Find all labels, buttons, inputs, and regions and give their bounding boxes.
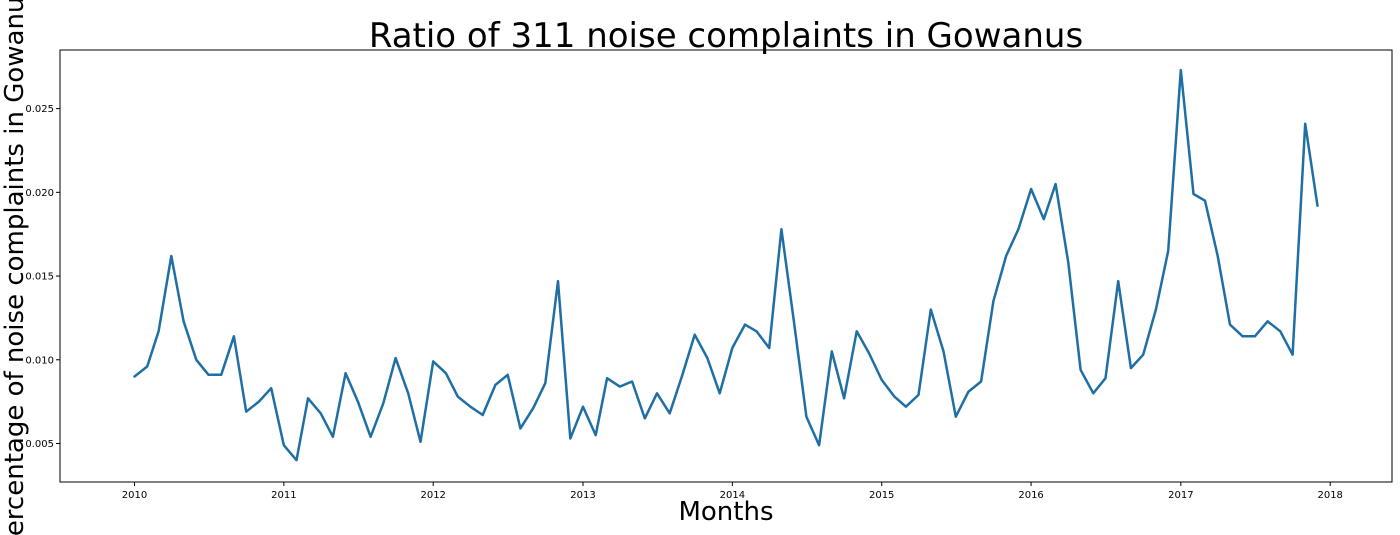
y-tick-label: 0.025 xyxy=(25,104,54,115)
x-tick-label: 2012 xyxy=(420,490,445,501)
x-axis-title: Months xyxy=(678,497,773,527)
y-tick-label: 0.010 xyxy=(25,355,54,366)
x-tick-label: 2013 xyxy=(570,490,595,501)
x-tick-label: 2010 xyxy=(122,490,147,501)
y-axis: 0.005 0.010 0.015 0.020 0.025 xyxy=(25,104,60,450)
series-line xyxy=(133,68,1319,462)
series-layer xyxy=(133,68,1319,462)
plot-frame xyxy=(59,49,1393,483)
x-tick-label: 2018 xyxy=(1317,490,1342,501)
y-tick-label: 0.020 xyxy=(25,188,54,199)
x-tick-label: 2017 xyxy=(1168,490,1193,501)
x-axis: 2010 2011 2012 2013 2014 2015 2016 2017 2018 xyxy=(122,482,1343,501)
x-tick-label: 2014 xyxy=(720,490,745,501)
x-tick-label: 2011 xyxy=(271,490,296,501)
x-tick-label: 2016 xyxy=(1018,490,1043,501)
y-tick-label: 0.015 xyxy=(25,272,54,283)
x-tick-label: 2015 xyxy=(869,490,894,501)
y-tick-label: 0.005 xyxy=(25,439,54,450)
chart-title: Ratio of 311 noise complaints in Gowanus xyxy=(369,16,1083,56)
y-axis-title: Percentage of noise complaints in Gowanu… xyxy=(0,0,30,535)
